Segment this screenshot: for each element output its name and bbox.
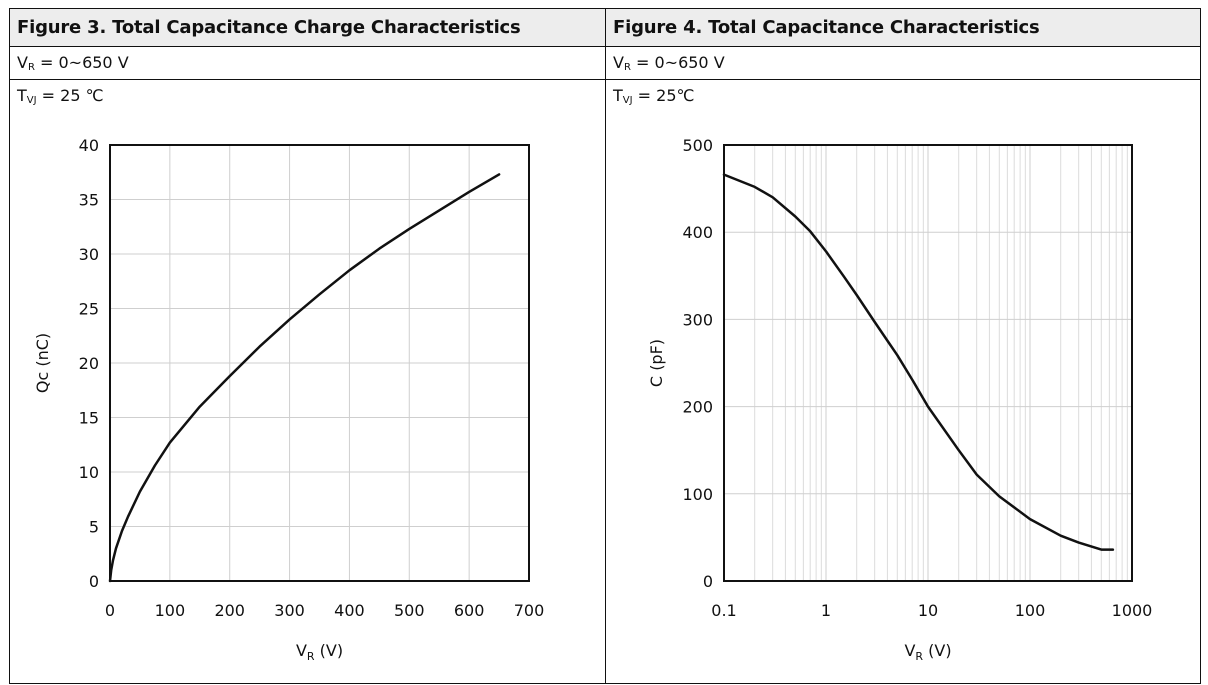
data-curve: [108, 173, 501, 583]
x-tick-label: 200: [214, 601, 245, 620]
data-curve: [722, 173, 1115, 551]
x-tick-label: 1000: [1112, 601, 1153, 620]
figure-3-temperature: TVJ = 25 ℃: [17, 86, 104, 106]
x-tick-label: 600: [454, 601, 485, 620]
y-tick-label: 40: [79, 136, 99, 155]
capacitance-vs-vr-chart: 0 100 200 300 400 500 0.1 1 10 100 1000 VR (V) C (pF…: [647, 136, 1153, 663]
figure-4-condition: VR = 0~650 V: [613, 53, 725, 73]
x-tick-label: 300: [274, 601, 305, 620]
y-tick-label: 500: [682, 136, 713, 155]
x-tick-label: 500: [394, 601, 425, 620]
y-tick-label: 30: [79, 245, 99, 264]
figure-3-condition-row: VR = 0~650 V: [10, 47, 605, 80]
x-tick-label: 0.1: [711, 601, 736, 620]
figure-4-condition-row: VR = 0~650 V: [606, 47, 1200, 80]
y-tick-label: 100: [682, 485, 713, 504]
y-tick-label: 25: [79, 300, 99, 319]
y-tick-label: 20: [79, 354, 99, 373]
x-tick-label: 1: [821, 601, 831, 620]
x-tick-label: 10: [918, 601, 938, 620]
y-tick-label: 0: [703, 572, 713, 591]
x-axis-label: VR (V): [904, 641, 951, 663]
figure-3-temperature-row: TVJ = 25 ℃: [10, 80, 605, 114]
y-tick-label: 5: [89, 518, 99, 537]
figure-4-panel: Figure 4. Total Capacitance Characterist…: [605, 8, 1201, 684]
figure-4-title-row: Figure 4. Total Capacitance Characterist…: [606, 9, 1200, 47]
figure-4-temperature-row: TVJ = 25℃: [606, 80, 1200, 114]
y-tick-label: 300: [682, 310, 713, 329]
y-axis-label: C (pF): [647, 339, 666, 387]
x-tick-label: 700: [514, 601, 545, 620]
y-tick-label: 35: [79, 191, 99, 210]
figure-3-title: Figure 3. Total Capacitance Charge Chara…: [17, 17, 521, 38]
x-axis-label: VR (V): [296, 641, 343, 663]
y-axis-label: Qc (nC): [33, 333, 52, 393]
x-tick-label: 0: [105, 601, 115, 620]
x-tick-label: 100: [1015, 601, 1046, 620]
y-tick-label: 0: [89, 572, 99, 591]
figure-3-panel: Figure 3. Total Capacitance Charge Chara…: [9, 8, 606, 684]
y-tick-label: 400: [682, 223, 713, 242]
figure-sheet: Figure 3. Total Capacitance Charge Chara…: [9, 8, 1201, 684]
plot-frame: [109, 144, 530, 582]
figure-3-title-row: Figure 3. Total Capacitance Charge Chara…: [10, 9, 605, 47]
plot-frame: [723, 144, 1133, 582]
y-tick-label: 10: [79, 463, 99, 482]
y-tick-label: 200: [682, 398, 713, 417]
y-tick-label: 15: [79, 409, 99, 428]
x-tick-label: 400: [334, 601, 365, 620]
figure-3-condition: VR = 0~650 V: [17, 53, 129, 73]
x-tick-label: 100: [155, 601, 186, 620]
figure-4-temperature: TVJ = 25℃: [613, 86, 695, 106]
figure-4-title: Figure 4. Total Capacitance Characterist…: [613, 17, 1040, 38]
